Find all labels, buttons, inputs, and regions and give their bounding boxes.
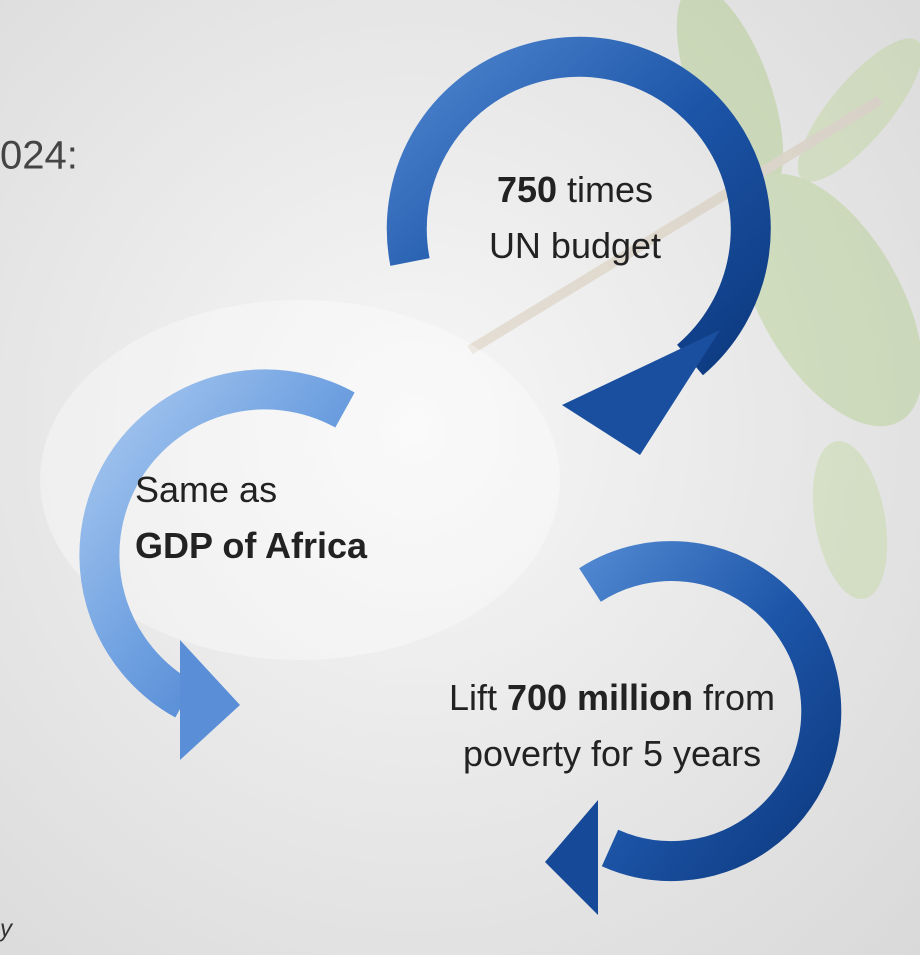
callout-line: poverty for 5 years [463,733,761,774]
slide: 024: y 750times UN budget Same as GDP of Af… [0,0,920,955]
callout-text: times [567,169,653,210]
callout-text: from [703,677,775,718]
callout-line: GDP of Africa [135,525,368,566]
callout-text: GDP of Africa [135,525,368,566]
callout-line: UN budget [489,225,661,266]
callout-text: UN budget [489,225,661,266]
callout-line: Same as [135,469,277,510]
callout-text: poverty for 5 years [463,733,761,774]
callout-text: 750 [497,169,557,210]
title-fragment: 024: [0,134,78,178]
callout-text: Same as [135,469,277,510]
footer-fragment: y [0,915,14,942]
callout-text: 700 million [507,677,693,718]
callout-text: Lift [449,677,497,718]
